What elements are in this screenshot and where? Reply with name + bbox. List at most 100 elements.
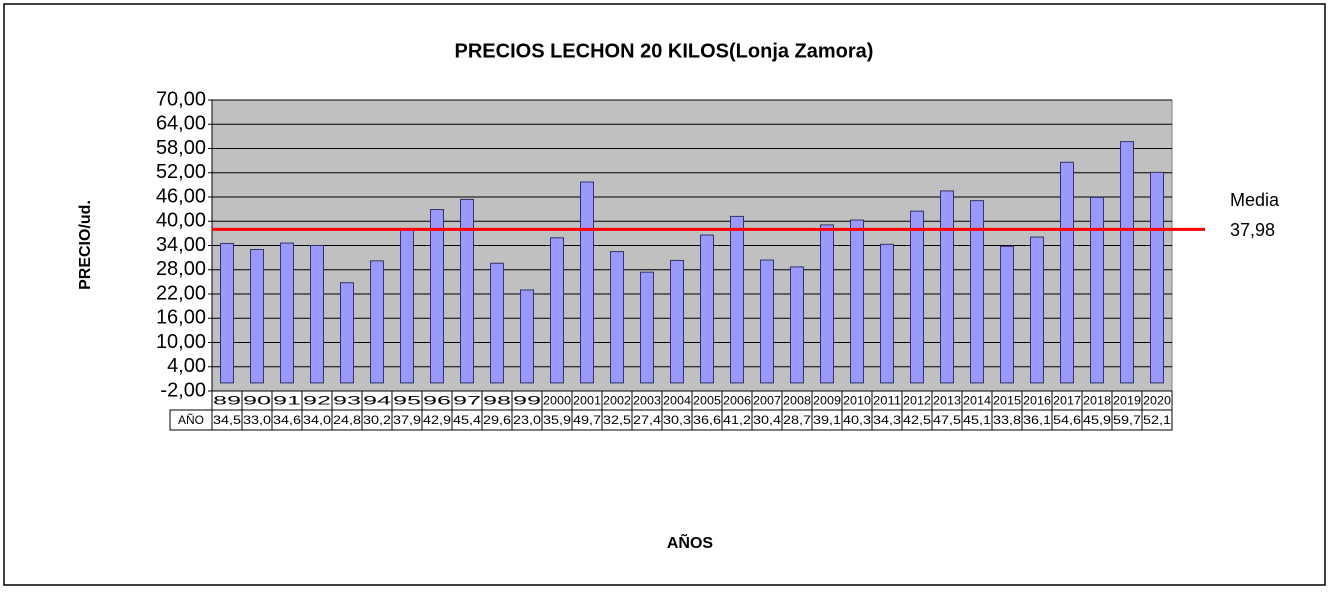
table-value: 27,4 [633,413,661,427]
bar [1090,196,1104,384]
x-tick-label: 2019 [1113,394,1141,408]
bar [970,200,984,384]
table-header: AÑO [178,413,204,427]
bar [220,242,234,384]
bar [670,259,684,384]
x-tick-label: 2015 [993,394,1021,408]
x-tick-label: 98 [483,394,512,408]
y-tick-label: 22,00 [156,282,206,304]
y-tick-label: 16,00 [156,307,206,329]
x-tick-label: 2006 [723,394,751,408]
y-tick-label: 40,00 [156,210,206,232]
y-tick-label: 10,00 [156,331,206,353]
table-value: 32,5 [603,413,631,427]
bar [790,266,804,384]
bar [400,229,414,384]
x-tick-label: 2010 [843,394,871,408]
table-value: 33,8 [993,413,1021,427]
x-axis-label: AÑOS [667,532,714,552]
bar [640,271,654,384]
table-value: 49,7 [573,413,601,427]
bar [1120,141,1134,384]
table-value: 33,0 [243,413,271,427]
bar [850,219,864,384]
table-value: 30,4 [753,413,781,427]
x-tick-label: 2000 [543,394,571,408]
bar [940,190,954,384]
bar [580,181,594,384]
bar [340,282,354,384]
table-value: 39,1 [813,413,841,427]
table-value: 34,5 [213,413,241,427]
table-value: 23,0 [513,413,541,427]
table-value: 47,5 [933,413,961,427]
table-value: 54,6 [1053,413,1081,427]
table-value: 45,1 [963,413,991,427]
table-value: 41,2 [723,413,751,427]
bar [730,215,744,384]
x-tick-label: 94 [363,394,392,408]
bar [910,210,924,384]
chart-title: PRECIOS LECHON 20 KILOS(Lonja Zamora) [455,40,874,62]
x-tick-label: 2018 [1083,394,1111,408]
table-value: 45,9 [1083,413,1111,427]
bar [1150,171,1164,384]
x-tick-label: 2001 [573,394,601,408]
x-tick-label: 95 [393,394,422,408]
table-value: 30,3 [663,413,691,427]
table-value: 36,1 [1023,413,1051,427]
bar [1060,161,1074,384]
y-tick-label: 4,00 [167,355,206,377]
bar [610,251,624,384]
y-tick-label: 70,00 [156,88,206,110]
x-tick-label: 2004 [663,394,691,408]
bar [880,243,894,384]
bar [520,289,534,384]
table-value: 28,7 [783,413,811,427]
x-tick-label: 2011 [873,394,901,408]
table-value: 37,9 [393,413,421,427]
x-tick-label: 89 [213,394,242,408]
x-tick-label: 91 [273,394,302,408]
x-tick-label: 2003 [633,394,661,408]
y-tick-label: 46,00 [156,185,206,207]
table-value: 35,9 [543,413,571,427]
bar [370,260,384,384]
table-value: 29,6 [483,413,511,427]
table-value: 30,2 [363,413,391,427]
x-tick-label: 90 [243,394,272,408]
table-value: 42,9 [423,413,451,427]
x-tick-label: 2008 [783,394,811,408]
table-value: 34,0 [303,413,331,427]
x-tick-label: 97 [453,394,482,408]
x-tick-label: 2016 [1023,394,1051,408]
x-tick-label: 2013 [933,394,961,408]
bar [310,245,324,384]
table-value: 45,4 [453,413,481,427]
bar [490,262,504,384]
table-value: 34,3 [873,413,901,427]
table-value: 34,6 [273,413,301,427]
bar [820,224,834,384]
x-tick-label: 2014 [963,394,991,408]
bar [1000,245,1014,384]
table-value: 52,1 [1143,413,1171,427]
x-tick-label: 93 [333,394,362,408]
bar [760,259,774,384]
table-cell [1141,409,1173,431]
y-tick-label: 28,00 [156,258,206,280]
x-tick-label: 2002 [603,394,631,408]
y-tick-label: 58,00 [156,137,206,159]
x-tick-label: 92 [303,394,332,408]
x-tick-label: 2005 [693,394,721,408]
x-tick-label: 96 [423,394,452,408]
bar [550,237,564,384]
bar [430,209,444,384]
x-tick-label: 2017 [1053,394,1081,408]
bar [250,249,264,384]
y-tick-label: -2,00 [160,379,206,401]
bar [1030,236,1044,384]
y-tick-label: 64,00 [156,113,206,135]
x-tick-label: 2009 [813,394,841,408]
